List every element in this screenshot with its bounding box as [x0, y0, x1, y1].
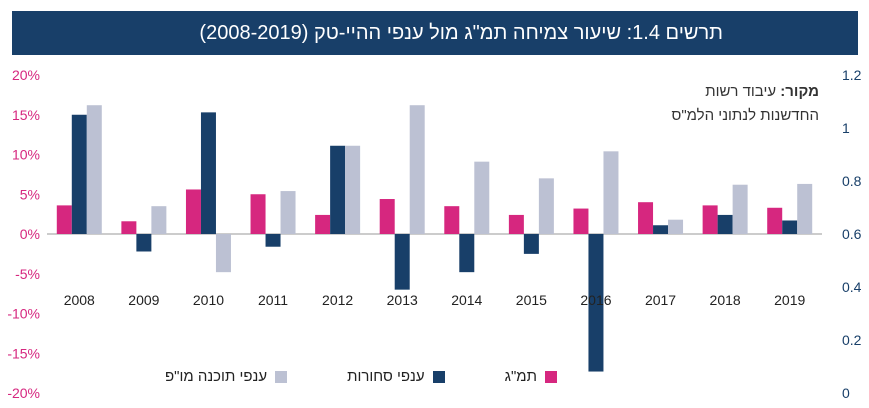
software-bar — [345, 145, 361, 234]
commodities-bar — [136, 234, 152, 252]
y-right-tick-label: 1 — [842, 120, 850, 136]
commodities-bar — [523, 234, 539, 254]
chart-title: תרשים 1.4: שיעור צמיחה תמ"ג מול ענפי ההי… — [199, 21, 723, 44]
y-left-tick-label: -15% — [7, 345, 40, 361]
source-line-1: עיבוד רשות — [705, 83, 777, 100]
gdp-bar — [702, 205, 718, 234]
gdp-bar — [185, 189, 201, 234]
software-bar — [538, 178, 554, 234]
x-category-label: 2015 — [516, 292, 547, 308]
legend-item-software: ענפי תוכנה מו"פ — [165, 368, 288, 385]
chart-title-bar: תרשים 1.4: שיעור צמיחה תמ"ג מול ענפי ההי… — [12, 11, 858, 55]
commodities-bar — [330, 145, 346, 234]
x-category-label: 2019 — [774, 292, 805, 308]
software-bar — [603, 151, 619, 234]
x-category-label: 2011 — [258, 292, 288, 308]
y-right-tick-label: 1.2 — [842, 67, 862, 83]
source-line-2: החדשנות לנתוני הלמ"ס — [671, 107, 819, 124]
legend-swatch-software — [275, 370, 288, 383]
legend-label-software: ענפי תוכנה מו"פ — [165, 368, 268, 385]
legend-item-gdp: תמ"ג — [505, 368, 557, 385]
gdp-bar — [315, 214, 331, 234]
y-right-tick-label: 0.6 — [842, 226, 862, 242]
gdp-bar — [444, 206, 460, 234]
x-category-label: 2016 — [580, 292, 611, 308]
y-left-tick-label: 15% — [12, 107, 40, 123]
software-bar — [797, 183, 813, 234]
y-left-tick-label: -10% — [7, 306, 40, 322]
commodities-bar — [717, 214, 733, 234]
legend: תמ"ג ענפי סחורות ענפי תוכנה מו"פ — [165, 368, 557, 385]
commodities-bar — [459, 234, 475, 273]
software-bar — [409, 105, 425, 235]
software-bar — [280, 191, 296, 234]
gdp-bar — [56, 205, 72, 234]
commodities-bar — [71, 114, 87, 234]
legend-label-gdp: תמ"ג — [504, 368, 537, 385]
y-left-tick-label: -20% — [7, 385, 40, 401]
commodities-bar — [588, 234, 604, 372]
y-right-tick-label: 0.2 — [842, 332, 862, 348]
software-bar — [86, 105, 102, 235]
gdp-bar — [121, 221, 137, 234]
x-category-label: 2014 — [451, 292, 482, 308]
y-left-tick-label: -5% — [15, 266, 40, 282]
y-right-tick-label: 0.4 — [842, 279, 862, 295]
x-category-label: 2012 — [322, 292, 353, 308]
y-left-tick-label: 5% — [20, 186, 40, 202]
legend-label-commodities: ענפי סחורות — [347, 368, 425, 385]
software-bar — [668, 219, 684, 234]
source-label: מקור: — [780, 83, 819, 100]
commodities-bar — [782, 220, 798, 234]
y-left-tick-label: 10% — [12, 147, 40, 163]
gdp-bar — [573, 208, 589, 234]
gdp-bar — [250, 194, 266, 234]
y-left-tick-label: 20% — [12, 67, 40, 83]
software-bar — [474, 161, 490, 234]
legend-item-commodities: ענפי סחורות — [347, 368, 445, 385]
x-category-label: 2008 — [64, 292, 95, 308]
y-right-tick-label: 0.8 — [842, 173, 862, 189]
gdp-bar — [508, 214, 524, 234]
software-bar — [151, 206, 167, 234]
software-bar — [215, 234, 231, 273]
software-bar — [732, 184, 748, 234]
y-right-tick-label: 0 — [842, 385, 850, 401]
commodities-bar — [200, 112, 216, 234]
x-category-label: 2010 — [193, 292, 224, 308]
gdp-bar — [767, 207, 783, 234]
commodities-bar — [653, 225, 669, 234]
gdp-bar — [638, 202, 654, 234]
x-category-label: 2017 — [645, 292, 676, 308]
x-category-label: 2013 — [387, 292, 418, 308]
source-note: מקור: עיבוד רשות החדשנות לנתוני הלמ"ס — [672, 80, 819, 128]
legend-swatch-gdp — [544, 370, 557, 383]
x-category-label: 2009 — [128, 292, 159, 308]
commodities-bar — [394, 234, 410, 290]
legend-swatch-commodities — [432, 370, 445, 383]
x-category-label: 2018 — [710, 292, 741, 308]
commodities-bar — [265, 234, 281, 247]
gdp-bar — [379, 199, 395, 234]
y-left-tick-label: 0% — [20, 226, 40, 242]
